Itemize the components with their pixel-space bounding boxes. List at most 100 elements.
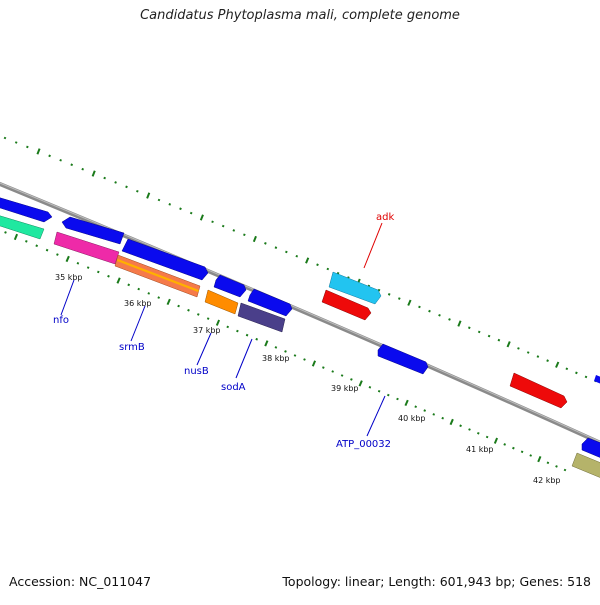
major-tick <box>166 298 171 305</box>
genome-backbone <box>0 181 600 445</box>
gene-label-ATP_00032[interactable]: ATP_00032 <box>336 439 391 450</box>
major-tick <box>311 360 317 367</box>
minor-tick <box>368 385 372 389</box>
minor-tick <box>459 424 462 428</box>
minor-tick <box>377 288 381 292</box>
minor-tick <box>243 233 246 237</box>
minor-tick <box>536 355 540 358</box>
major-tick <box>305 257 310 264</box>
gene-feature-magenta-1[interactable] <box>53 231 120 265</box>
gene-feature-orange-1[interactable] <box>204 289 239 315</box>
minor-tick <box>35 244 39 248</box>
scale-label: 40 kbp <box>398 414 426 423</box>
gene-feature-blue-2[interactable] <box>61 216 125 245</box>
minor-tick <box>127 283 131 287</box>
gene-labels: nfo srmB nusB sodA ATP_00032 adk <box>53 212 394 450</box>
gene-feature-blue-5[interactable] <box>247 288 293 317</box>
genome-backbone-highlight <box>0 182 600 443</box>
minor-tick <box>14 141 18 144</box>
gene-feature-blue-4[interactable] <box>213 274 247 298</box>
gene-feature-blue-7[interactable] <box>581 437 600 460</box>
minor-tick <box>565 367 569 371</box>
minor-tick <box>326 267 330 271</box>
minor-tick <box>387 293 391 296</box>
minor-tick <box>107 274 110 278</box>
minor-tick <box>226 325 230 329</box>
minor-tick <box>206 317 210 320</box>
scale-label: 39 kbp <box>331 384 359 393</box>
scale-label: 37 kbp <box>193 326 221 335</box>
minor-tick <box>441 416 445 420</box>
major-tick <box>457 320 462 327</box>
major-tick <box>36 148 41 155</box>
minor-tick <box>476 431 480 435</box>
minor-tick <box>284 350 287 353</box>
minor-tick <box>236 329 239 333</box>
minor-tick <box>546 461 550 465</box>
major-tick <box>264 340 269 347</box>
gene-feature-cyan-1[interactable] <box>328 271 382 305</box>
scale-label: 35 kbp <box>55 273 83 282</box>
minor-tick <box>331 370 335 373</box>
outer-tick-ring <box>3 136 597 383</box>
gene-label-nusB[interactable]: nusB <box>184 366 209 377</box>
gene-feature-red-2[interactable] <box>509 372 568 409</box>
minor-tick <box>397 297 401 300</box>
leader-line-sodA <box>235 338 253 379</box>
minor-tick <box>575 371 578 375</box>
minor-tick <box>3 136 7 140</box>
minor-tick <box>45 248 49 252</box>
minor-tick <box>56 253 59 256</box>
minor-tick <box>293 354 297 357</box>
minor-tick <box>485 435 489 439</box>
minor-tick <box>322 366 325 369</box>
gene-feature-blue-1[interactable] <box>0 196 53 223</box>
minor-tick <box>285 250 288 254</box>
gene-feature-blue-8[interactable] <box>594 375 600 386</box>
minor-tick <box>386 393 390 397</box>
gene-label-sodA[interactable]: sodA <box>221 382 246 393</box>
gene-label-nfo[interactable]: nfo <box>53 315 69 326</box>
minor-tick <box>211 220 214 224</box>
gene-feature-blue-6[interactable] <box>377 343 429 375</box>
major-tick <box>407 299 412 306</box>
scale-label: 38 kbp <box>262 354 290 363</box>
minor-tick <box>221 224 225 228</box>
minor-tick <box>555 465 558 468</box>
minor-tick <box>274 246 278 249</box>
scale-label: 41 kbp <box>466 445 494 454</box>
minor-tick <box>316 263 319 267</box>
gene-feature-khaki-1[interactable] <box>571 452 600 480</box>
gene-feature-blue-3[interactable] <box>121 238 209 281</box>
minor-tick <box>520 450 524 454</box>
gene-feature-slate-1[interactable] <box>237 302 286 333</box>
label-leader-lines <box>60 222 386 437</box>
minor-tick <box>177 304 180 308</box>
gene-label-adk[interactable]: adk <box>376 212 394 223</box>
minor-tick <box>136 189 139 193</box>
minor-tick <box>512 446 515 450</box>
minor-tick <box>189 211 193 215</box>
minor-tick <box>414 405 418 409</box>
gene-label-srmB[interactable]: srmB <box>119 342 145 353</box>
map-title: Candidatus Phytoplasma mali, complete ge… <box>140 8 460 23</box>
gene-feature-orange-stripe[interactable] <box>117 259 199 292</box>
leader-line-ATP_00032 <box>366 395 386 437</box>
major-tick <box>13 233 19 241</box>
minor-tick <box>529 454 533 457</box>
minor-tick <box>563 468 567 472</box>
gene-feature-red-1[interactable] <box>321 289 372 321</box>
minor-tick <box>96 270 100 274</box>
major-tick <box>555 361 560 368</box>
major-tick <box>404 399 409 406</box>
major-tick <box>506 341 511 348</box>
minor-tick <box>114 181 117 184</box>
major-tick <box>449 418 454 426</box>
minor-tick <box>86 266 90 269</box>
minor-tick <box>4 231 7 234</box>
gene-feature-green-1[interactable] <box>0 214 45 240</box>
minor-tick <box>377 389 381 393</box>
minor-tick <box>76 261 80 265</box>
accession-text: Accession: NC_011047 <box>9 574 152 589</box>
